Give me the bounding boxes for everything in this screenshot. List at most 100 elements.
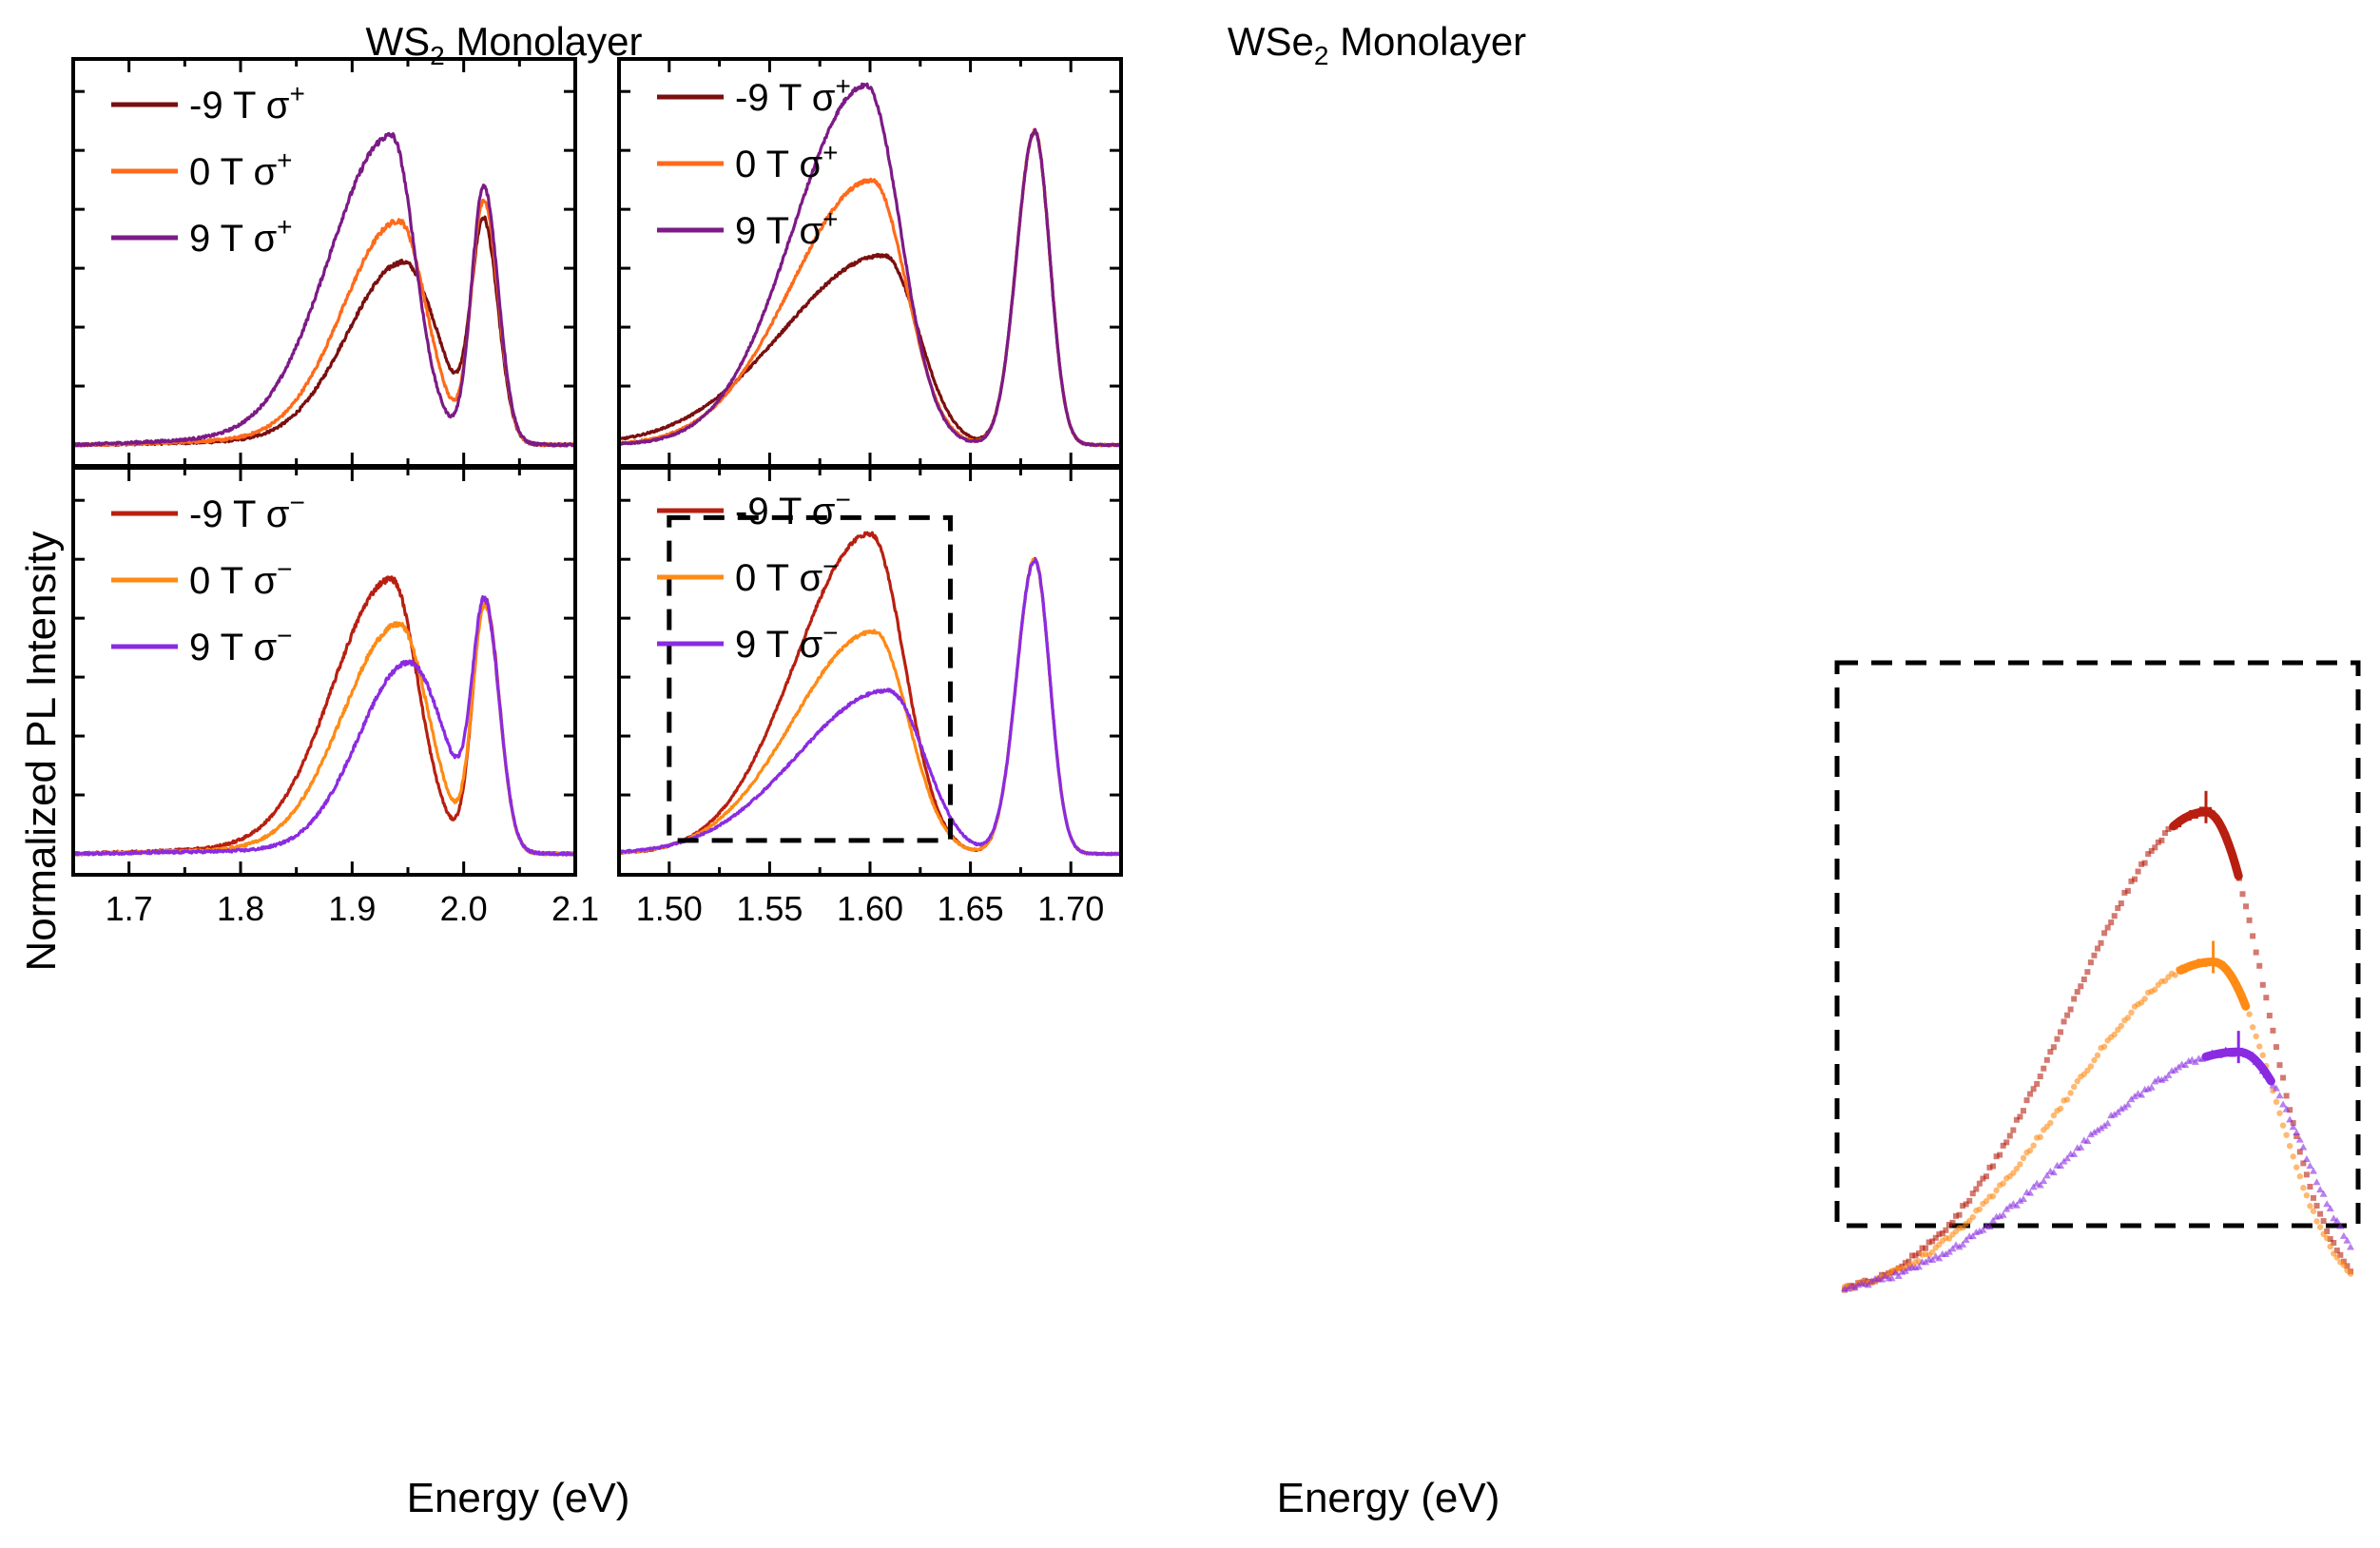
y-axis-label: Normalized PL Intensity	[18, 531, 65, 971]
inset-marker	[1908, 1252, 1915, 1259]
inset-marker	[2313, 1203, 2320, 1209]
legend-label: -9 T σ+	[189, 79, 305, 126]
inset-marker	[2104, 924, 2111, 931]
inset-marker	[2331, 1240, 2337, 1247]
inset-marker	[2316, 1224, 2324, 1230]
inset-marker	[1983, 1173, 1989, 1180]
x-tick-label: 2.0	[440, 889, 488, 928]
inset-marker	[2310, 1194, 2316, 1201]
inset-marker	[2114, 1108, 2122, 1115]
inset-marker	[2164, 1071, 2173, 1078]
inset-marker	[2084, 969, 2091, 976]
series-line-ws2_top-2	[72, 131, 577, 448]
series-line-ws2_top-0	[71, 215, 576, 448]
inset-marker	[2101, 930, 2108, 937]
inset-marker	[1915, 1263, 1924, 1270]
legend-label: 9 T σ+	[735, 204, 839, 252]
inset-marker	[2279, 1122, 2287, 1129]
inset-marker	[1990, 1163, 1997, 1170]
inset-marker	[2057, 1105, 2064, 1113]
inset-marker	[2270, 1027, 2276, 1034]
inset-marker	[1887, 1274, 1896, 1282]
inset-marker	[2290, 1153, 2296, 1160]
inset-marker	[2094, 1126, 2101, 1133]
inset-marker	[2071, 996, 2078, 1002]
inset-marker	[2243, 903, 2250, 910]
inset-marker	[2259, 1052, 2266, 1058]
inset-marker	[1867, 1277, 1876, 1285]
inset-marker	[2006, 1132, 2013, 1139]
x-tick-label: 1.50	[636, 889, 703, 928]
inset-marker	[1953, 1212, 1960, 1219]
inset-marker	[2323, 1234, 2331, 1242]
inset-marker	[2307, 1183, 2313, 1190]
inset-marker	[2080, 977, 2087, 983]
inset-marker	[2347, 1270, 2354, 1277]
inset-marker	[2293, 1128, 2301, 1135]
plot-frame-wse2_top	[617, 57, 1123, 468]
inset-marker	[2336, 1222, 2345, 1229]
inset-marker	[2128, 878, 2135, 884]
inset-marker	[2300, 1160, 2307, 1167]
x-tick-label: 1.9	[328, 889, 376, 928]
inset-marker	[2295, 1135, 2304, 1143]
x-axis-label-wse2: Energy (eV)	[1277, 1475, 1500, 1521]
inset-marker	[2030, 1086, 2037, 1093]
x-tick-label: 1.65	[938, 889, 1004, 928]
inset-marker	[1923, 1245, 1929, 1251]
inset-marker	[1959, 1240, 1967, 1248]
legend-label: 9 T σ+	[189, 212, 293, 260]
inset-marker	[1929, 1238, 1936, 1245]
inset-marker	[2275, 1092, 2284, 1099]
inset-marker	[2309, 1167, 2317, 1174]
inset-marker	[2286, 1142, 2293, 1150]
legend-label: 0 T σ+	[189, 145, 293, 193]
inset-marker	[2077, 1143, 2085, 1151]
x-tick-label: 1.8	[217, 889, 264, 928]
x-tick-label: 1.7	[106, 889, 153, 928]
inset-marker	[2013, 1116, 2020, 1123]
inset-marker	[1948, 1245, 1957, 1252]
inset-marker	[2050, 1044, 2057, 1051]
inset-marker	[2273, 1098, 2280, 1106]
inset-marker	[2078, 983, 2084, 990]
inset-marker	[2017, 1113, 2023, 1120]
inset-marker	[2074, 989, 2080, 996]
inset-marker	[2041, 1065, 2047, 1072]
inset-marker	[2246, 917, 2253, 923]
inset-marker	[2111, 913, 2118, 919]
series-line-wse2_top-1	[618, 127, 1123, 448]
inset-marker	[2319, 1190, 2328, 1197]
inset-marker	[2282, 1105, 2291, 1113]
inset-marker	[2165, 826, 2172, 833]
inset-marker	[2246, 1011, 2253, 1017]
inset-marker	[2303, 1191, 2311, 1199]
series-line-ws2_bottom-1	[71, 601, 576, 857]
inset-series-2	[1841, 1031, 2354, 1292]
inset-marker	[1955, 1243, 1964, 1250]
inset-marker	[2087, 959, 2094, 966]
inset-marker	[1963, 1201, 1969, 1208]
inset-marker	[2286, 1115, 2294, 1123]
inset-marker	[2253, 1033, 2259, 1040]
inset-marker	[2324, 1228, 2331, 1234]
inset-marker	[2339, 1231, 2348, 1239]
inset-marker	[1942, 1249, 1950, 1257]
legend-label: -9 T σ−	[735, 485, 851, 532]
inset-marker	[2083, 1136, 2092, 1144]
inset-marker	[2250, 933, 2256, 939]
inset-marker	[1878, 1275, 1887, 1283]
inset-marker	[2036, 1181, 2044, 1189]
inset-marker	[2317, 1210, 2324, 1217]
inset-marker	[1906, 1258, 1912, 1265]
inset-marker	[2086, 1131, 2095, 1138]
inset-marker	[2029, 1183, 2038, 1190]
inset-marker	[2253, 949, 2259, 956]
inset-marker	[1864, 1281, 1872, 1288]
inset-marker	[1939, 1229, 1945, 1236]
x-axis-label-ws2: Energy (eV)	[407, 1475, 630, 1521]
inset-marker	[2103, 1119, 2112, 1127]
plot-frame-ws2_bottom	[71, 466, 577, 877]
inset-marker	[2047, 1119, 2054, 1127]
inset-marker	[1928, 1255, 1937, 1263]
